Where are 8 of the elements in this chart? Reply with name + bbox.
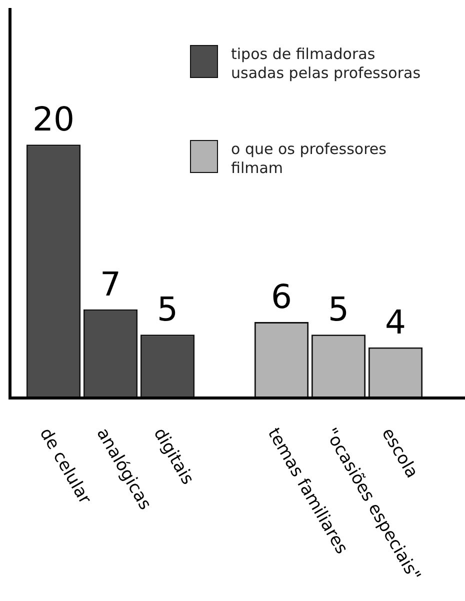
legend-label: tipos de filmadoras usadas pelas professoras [231,45,422,83]
data-label: 6 [271,277,292,316]
legend-label: o que os professores filmam [231,140,388,178]
data-label: 7 [100,264,121,304]
data-label: 4 [385,302,406,342]
data-label: 5 [328,290,349,329]
data-label: 20 [32,100,74,139]
data-label: 5 [157,290,178,329]
